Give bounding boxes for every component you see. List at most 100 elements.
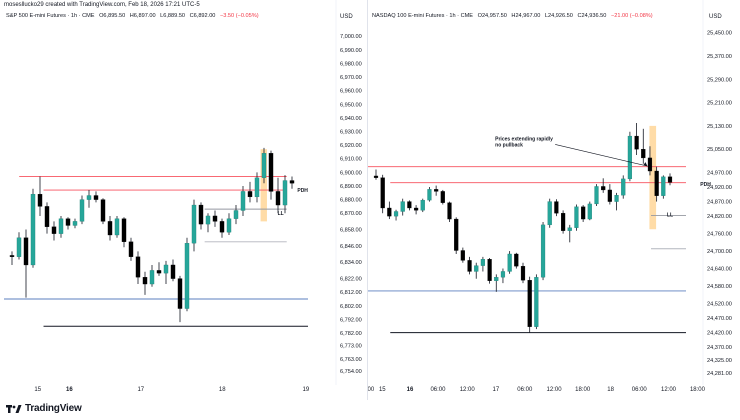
sp500-level-label: PDH [297,188,308,194]
sp500-candle-body [177,278,183,309]
nasdaq-candle [380,174,385,214]
sp500-candle [149,264,155,287]
sp500-candle [212,210,218,227]
sp500-y-tick-label: 6,773.00 [340,343,362,349]
nasdaq-level-label: PDH [700,182,711,188]
tradingview-wordmark: TradingView [25,403,82,414]
nasdaq-candle-body [454,218,459,251]
sp500-candle-body [198,204,204,225]
sp500-y-tick-label: 6,782.00 [340,331,362,337]
nasdaq-y-tick-label: 24,760.00 [707,232,732,238]
sp500-candle [37,176,43,216]
nasdaq-candle-body [654,170,659,196]
nasdaq-candle [574,204,579,231]
sp500-candle-body [72,221,78,226]
nasdaq-open: O24,957.50 [477,13,507,19]
nasdaq-candle-body [647,157,653,172]
sp500-y-tick-label: 6,754.00 [340,369,362,375]
sp500-y-tick-label: 6,940.00 [340,116,362,122]
sp500-candle-body [289,180,295,184]
sp500-candle-body [86,195,92,200]
sp500-highlight-box [260,149,267,222]
nasdaq-x-tick-label: 12:00 [460,387,476,393]
sp500-change: −3.50 (−0.05%) [220,13,259,19]
nasdaq-symbol[interactable]: NASDAQ 100 E-mini Futures · 1h · CME [372,13,474,19]
nasdaq-change: −21.00 (−0.08%) [610,13,653,19]
sp500-candle [72,218,78,229]
sp500-candle [107,215,113,241]
pane-divider[interactable] [367,0,368,400]
sp500-x-tick-label: 17 [137,387,144,393]
sp500-candle [114,215,120,238]
nasdaq-candle-body [420,199,425,211]
nasdaq-candle [413,205,419,215]
nasdaq-candle-body [667,176,673,183]
nasdaq-highlight-box [649,125,657,230]
nasdaq-x-tick-label: 06:00 [430,387,446,393]
sp500-y-tick-label: 6,930.00 [340,130,362,136]
sp500-y-tick-label: 7,000.00 [340,34,362,40]
sp500-candle-body [261,153,267,178]
sp500-candle-body [135,256,141,278]
sp500-candle-body [79,199,85,222]
nasdaq-y-tick-label: 25,130.00 [707,124,732,130]
nasdaq-x-tick-label: 06:00 [632,387,648,393]
nasdaq-low: L24,926.50 [544,13,573,19]
nasdaq-candle [514,252,519,269]
sp500-candle [254,172,260,203]
nasdaq-candle-body [661,176,666,196]
sp500-chart-pane[interactable]: 7,000.00 6,990.00 6,980.00 6,970.00 6,960.00… [0,0,367,400]
sp500-candle [268,150,274,200]
sp500-symbol[interactable]: S&P 500 E-mini Futures · 1h · CME [6,13,95,19]
sp500-candle-body [282,180,288,206]
sp500-x-tick-label: 16 [66,387,73,393]
nasdaq-level-label: LL [667,212,673,218]
nasdaq-y-tick-label: 25,210.00 [707,101,732,107]
nasdaq-candle [427,187,432,202]
nasdaq-candle [567,224,572,243]
nasdaq-candle [373,169,379,180]
sp500-candle [247,181,253,203]
nasdaq-candle [554,199,559,217]
nasdaq-high: H24,967.00 [511,13,541,19]
nasdaq-candle-body [634,135,639,150]
nasdaq-candle-body [520,266,526,281]
nasdaq-candle-body [427,189,432,201]
nasdaq-candle [634,122,639,156]
sp500-y-tick-label: 6,880.00 [340,198,362,204]
nasdaq-candle [641,128,646,164]
nasdaq-candle-body [500,271,506,278]
nasdaq-x-tick-label: 12:00 [547,387,563,393]
nasdaq-candle [560,210,566,234]
sp500-y-tick-label: 6,858.00 [340,228,362,234]
sp500-candle-body [121,218,127,242]
nasdaq-y-tick-label: 25,370.00 [707,54,732,60]
nasdaq-candle-body [627,135,633,180]
nasdaq-y-tick-label: 24,920.00 [707,185,732,191]
tradingview-logo[interactable]: TradingView [6,403,82,414]
sp500-low: L6,889.50 [160,13,186,19]
sp500-candle [121,217,127,248]
sp500-candle-body [93,195,99,200]
sp500-candle-body [58,218,64,234]
nasdaq-x-tick-label: 06:00 [517,387,533,393]
nasdaq-candle-body [494,277,499,281]
nasdaq-candle-body [574,206,579,228]
nasdaq-x-tick-label: 00 [368,387,375,393]
nasdaq-chart-pane[interactable]: 25,450.00 25,370.00 25,290.00 25,210.00 25,1… [368,0,740,400]
sp500-candle-body [23,237,29,266]
sp500-candle-body [65,218,71,226]
nasdaq-x-tick-label: 15 [379,387,386,393]
nasdaq-y-tick-label: 24,640.00 [707,267,732,273]
sp500-y-tick-label: 6,834.00 [340,260,362,266]
nasdaq-candle [587,201,592,221]
sp500-y-tick-label: 6,792.00 [340,317,362,323]
sp500-candle [23,229,29,298]
nasdaq-candle [460,247,465,263]
sp500-candle [16,232,22,260]
sp500-y-tick-label: 6,920.00 [340,143,362,149]
sp500-y-tick-label: 6,870.00 [340,211,362,217]
sp500-level-label: LL [278,211,284,217]
sp500-high: H6,897.00 [129,13,156,19]
nasdaq-candle [547,198,552,228]
